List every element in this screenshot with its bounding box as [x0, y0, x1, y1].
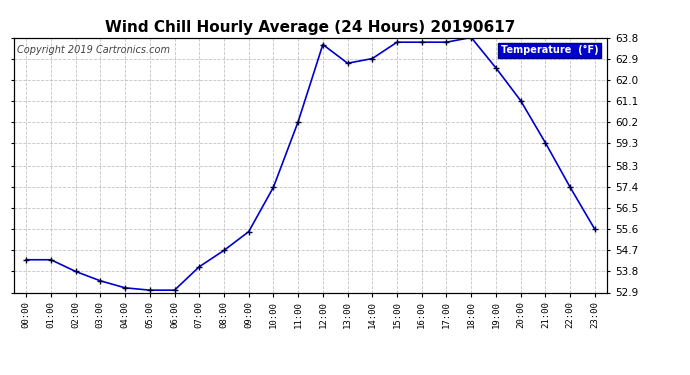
- Text: Temperature  (°F): Temperature (°F): [501, 45, 598, 55]
- Title: Wind Chill Hourly Average (24 Hours) 20190617: Wind Chill Hourly Average (24 Hours) 201…: [106, 20, 515, 35]
- Text: Copyright 2019 Cartronics.com: Copyright 2019 Cartronics.com: [17, 45, 170, 55]
